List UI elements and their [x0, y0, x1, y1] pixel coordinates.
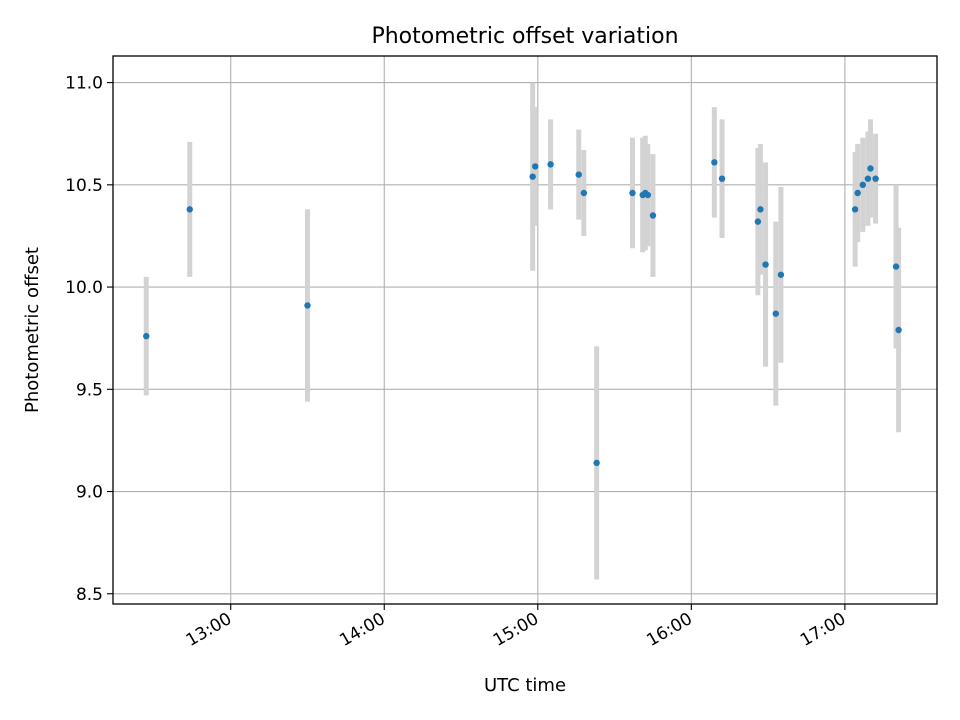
y-tick-label: 9.5 — [76, 380, 103, 400]
data-point — [892, 263, 900, 270]
data-point — [711, 159, 718, 166]
y-tick-label: 8.5 — [76, 585, 103, 605]
data-point — [547, 161, 554, 168]
y-tick-label: 10.5 — [65, 176, 103, 196]
data-point — [859, 181, 866, 189]
data-point — [777, 271, 785, 278]
data-point — [851, 206, 859, 213]
data-point — [854, 189, 861, 197]
y-tick-label: 10.0 — [65, 278, 103, 298]
data-point — [580, 189, 588, 197]
data-point — [872, 175, 879, 182]
data-point — [867, 165, 874, 172]
data-point — [895, 326, 902, 334]
data-point — [304, 302, 311, 309]
data-point — [772, 310, 779, 317]
data-point — [864, 175, 872, 182]
grid-layer — [113, 56, 937, 604]
plot-frame — [112, 55, 938, 605]
data-point — [532, 163, 539, 170]
chart-title: Photometric offset variation — [371, 24, 678, 49]
data-point — [629, 189, 636, 197]
data-point — [754, 218, 762, 225]
point-layer — [143, 159, 902, 467]
x-axis-label: UTC time — [484, 675, 566, 696]
y-tick-label: 11.0 — [65, 74, 103, 94]
data-point — [143, 332, 150, 340]
data-point — [575, 171, 582, 178]
data-point — [649, 212, 657, 219]
data-point — [762, 261, 769, 268]
data-point — [186, 206, 193, 213]
y-axis-label: Photometric offset — [22, 247, 43, 413]
data-point — [593, 459, 600, 467]
data-point — [529, 173, 536, 180]
y-tick-label: 9.0 — [76, 483, 103, 503]
data-point — [644, 191, 652, 199]
data-point — [718, 175, 726, 182]
data-point — [757, 206, 764, 213]
